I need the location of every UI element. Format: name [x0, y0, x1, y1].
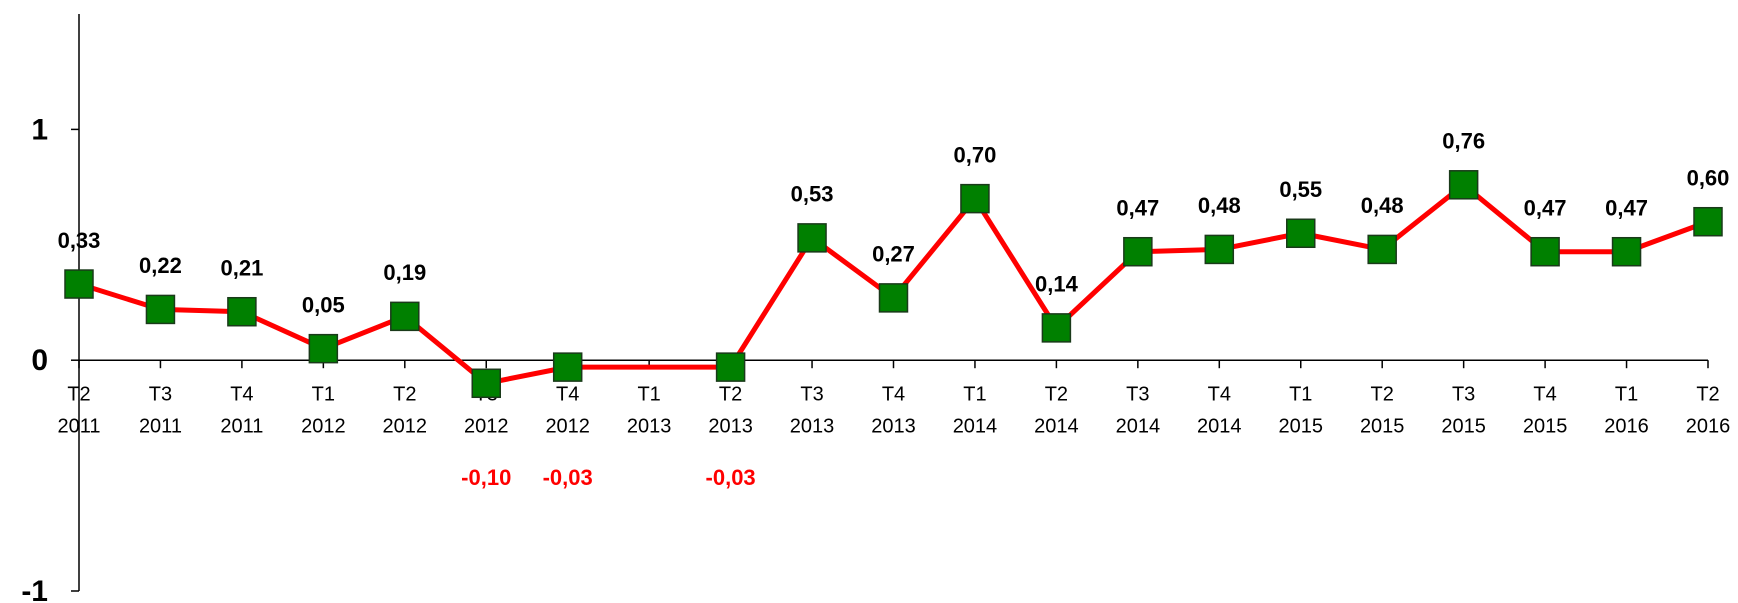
x-tick-label: 2013	[708, 415, 753, 437]
x-tick-label: T4	[1208, 383, 1231, 405]
x-tick-label: T3	[1452, 383, 1475, 405]
x-tick-label: 2013	[871, 415, 916, 437]
data-label: 0,48	[1361, 193, 1404, 218]
data-label: -0,10	[461, 465, 511, 490]
data-label: 0,27	[872, 242, 915, 267]
line-segment	[728, 235, 815, 370]
data-label: 0,60	[1687, 166, 1730, 191]
marker	[227, 296, 257, 327]
x-tick-label: T4	[556, 383, 579, 405]
data-label: -0,03	[706, 465, 756, 490]
marker	[390, 301, 420, 332]
x-tick-label: 2012	[301, 415, 346, 437]
x-tick-label: 2015	[1441, 415, 1486, 437]
y-tick-label: 0	[31, 344, 48, 377]
x-tick-label: 2014	[1197, 415, 1242, 437]
marker	[1530, 236, 1560, 267]
data-label: 0,21	[220, 256, 263, 281]
data-label: 0,47	[1605, 196, 1648, 221]
x-tick-label: 2014	[953, 415, 998, 437]
marker	[1611, 236, 1642, 267]
data-label: 0,55	[1279, 177, 1322, 202]
x-tick-label: 2015	[1523, 415, 1568, 437]
data-label: 0,47	[1524, 196, 1567, 221]
data-label: 0,05	[302, 292, 345, 317]
marker	[1204, 234, 1235, 265]
marker	[715, 352, 746, 382]
x-tick-label: T4	[1533, 383, 1556, 405]
x-tick-label: 2013	[627, 415, 672, 437]
x-tick-label: T1	[963, 383, 986, 405]
x-tick-label: 2013	[790, 415, 835, 437]
data-label: 0,14	[1035, 272, 1079, 297]
x-tick-label: T1	[1615, 383, 1638, 405]
marker	[64, 269, 94, 299]
data-label: 0,47	[1116, 196, 1159, 221]
line-segment	[891, 196, 978, 301]
line-segment	[972, 196, 1059, 331]
x-tick-label: 2016	[1604, 415, 1649, 437]
marker	[1041, 313, 1072, 343]
data-label: 0,19	[383, 260, 426, 285]
x-tick-label: T2	[393, 383, 416, 405]
x-tick-label: T4	[882, 383, 905, 405]
x-tick-label: T2	[1045, 383, 1068, 405]
x-tick-label: 2012	[383, 415, 428, 437]
marker	[308, 333, 339, 364]
marker	[878, 283, 909, 313]
marker	[1448, 170, 1479, 200]
marker	[552, 352, 583, 382]
marker	[797, 223, 827, 253]
x-tick-label: T4	[230, 383, 253, 405]
x-tick-label: 2014	[1116, 415, 1161, 437]
marker	[960, 183, 990, 214]
data-label: 0,70	[954, 142, 997, 167]
x-tick-label: 2015	[1279, 415, 1324, 437]
x-tick-label: T3	[149, 383, 172, 405]
data-label: 0,22	[139, 253, 182, 278]
x-tick-label: 2014	[1034, 415, 1079, 437]
marker	[471, 368, 501, 399]
x-tick-label: T2	[1371, 383, 1394, 405]
x-tick-label: 2011	[139, 415, 182, 437]
marker	[1367, 234, 1397, 265]
x-tick-label: 2011	[57, 415, 100, 437]
x-tick-label: 2012	[545, 415, 590, 437]
x-tick-label: T2	[67, 383, 90, 405]
x-tick-label: 2012	[464, 415, 509, 437]
x-tick-label: 2016	[1686, 415, 1731, 437]
data-label: 0,48	[1198, 193, 1241, 218]
y-tick-label: 1	[31, 113, 48, 146]
x-tick-label: T3	[1126, 383, 1149, 405]
x-tick-label: T2	[1696, 383, 1719, 405]
data-label: 0,76	[1442, 129, 1485, 154]
x-tick-label: T2	[719, 383, 742, 405]
x-tick-label: 2015	[1360, 415, 1405, 437]
marker	[1693, 206, 1723, 237]
data-label: 0,53	[791, 182, 834, 207]
marker	[1286, 218, 1316, 249]
x-tick-label: T3	[800, 383, 823, 405]
x-tick-label: T1	[1289, 383, 1312, 405]
data-label: -0,03	[543, 465, 593, 490]
y-tick-label: -1	[21, 575, 48, 603]
x-tick-label: T1	[637, 383, 660, 405]
data-label: 0,33	[58, 228, 101, 253]
x-tick-label: 2011	[220, 415, 263, 437]
x-tick-label: T1	[312, 383, 335, 405]
marker	[1123, 236, 1153, 267]
marker	[145, 294, 176, 325]
